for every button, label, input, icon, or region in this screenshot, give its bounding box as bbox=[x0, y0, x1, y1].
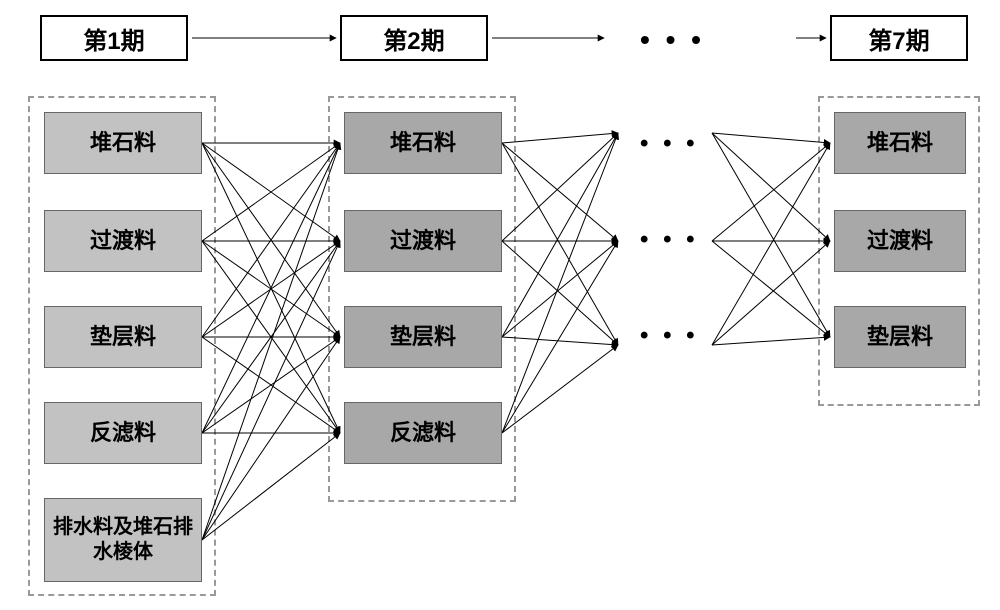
node-c1-r3: 反滤料 bbox=[344, 402, 502, 464]
node-c0-r2: 垫层料 bbox=[44, 306, 202, 368]
node-c1-r2: 垫层料 bbox=[344, 306, 502, 368]
node-c2-r1: 过渡料 bbox=[834, 210, 966, 272]
ellipsis-top: • • • bbox=[640, 24, 705, 56]
node-c1-r1: 过渡料 bbox=[344, 210, 502, 272]
ellipsis-mid-3: • • • bbox=[640, 322, 699, 350]
stage-header-7: 第7期 bbox=[830, 15, 968, 61]
node-c2-r0: 堆石料 bbox=[834, 112, 966, 174]
node-c0-r4: 排水料及堆石排水棱体 bbox=[44, 498, 202, 582]
node-c1-r0: 堆石料 bbox=[344, 112, 502, 174]
stage-header-2: 第2期 bbox=[340, 15, 488, 61]
node-c2-r2: 垫层料 bbox=[834, 306, 966, 368]
stage-header-1: 第1期 bbox=[40, 15, 188, 61]
ellipsis-mid-2: • • • bbox=[640, 226, 699, 254]
node-c0-r3: 反滤料 bbox=[44, 402, 202, 464]
node-c0-r0: 堆石料 bbox=[44, 112, 202, 174]
node-c0-r1: 过渡料 bbox=[44, 210, 202, 272]
ellipsis-mid-1: • • • bbox=[640, 130, 699, 158]
